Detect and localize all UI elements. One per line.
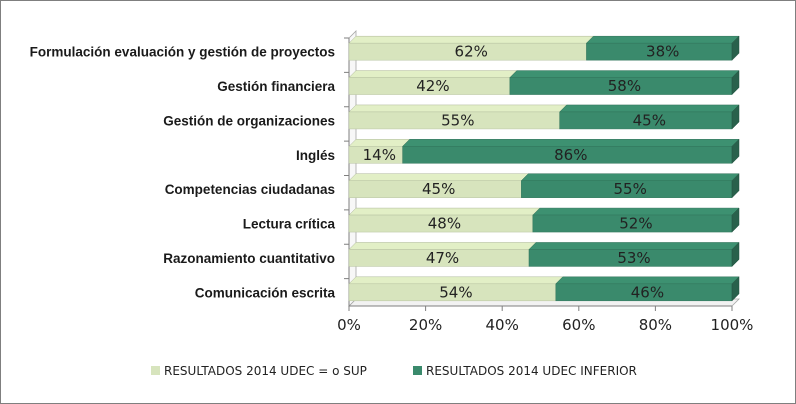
legend-label: RESULTADOS 2014 UDEC INFERIOR [426,364,637,378]
data-label: 54% [439,283,472,301]
category-label: Lectura crítica [243,217,336,232]
bar-side-face [731,207,740,233]
data-label: 55% [614,180,647,198]
x-tick-label: 40% [486,316,519,334]
category-label: Gestión de organizaciones [163,113,335,128]
x-tick-label: 80% [639,316,672,334]
bar-side-face [731,241,740,268]
data-label: 38% [646,43,679,61]
legend-label: RESULTADOS 2014 UDEC = o SUP [164,364,367,378]
data-label: 52% [619,215,652,233]
data-label: 62% [455,43,488,61]
data-label: 53% [617,249,650,267]
data-label: 55% [441,111,474,129]
data-label: 14% [363,146,396,164]
bar-side-face [731,69,740,96]
data-label: 58% [608,77,641,95]
category-label: Comunicación escrita [195,285,336,300]
category-label: Inglés [296,148,335,163]
category-label: Razonamiento cuantitativo [163,251,335,266]
bar-side-face [731,138,740,164]
category-label: Gestión financiera [217,79,335,94]
data-label: 42% [416,77,449,95]
data-label: 86% [554,146,587,164]
x-tick-label: 100% [711,316,754,334]
bar-side-face [731,173,740,199]
x-tick-label: 0% [337,316,361,334]
data-label: 48% [428,215,461,233]
data-label: 46% [631,283,664,301]
x-tick-label: 20% [409,316,442,334]
data-label: 45% [422,180,455,198]
data-label: 45% [633,111,666,129]
data-label: 47% [426,249,459,267]
bar-side-face [731,276,740,302]
category-label: Competencias ciudadanas [165,182,335,197]
x-tick-label: 60% [562,316,595,334]
legend-swatch [413,366,422,375]
legend-swatch [151,366,160,375]
category-label: Formulación evaluación y gestión de proy… [30,45,335,60]
bar-side-face [731,104,740,130]
bar-side-face [731,35,740,61]
